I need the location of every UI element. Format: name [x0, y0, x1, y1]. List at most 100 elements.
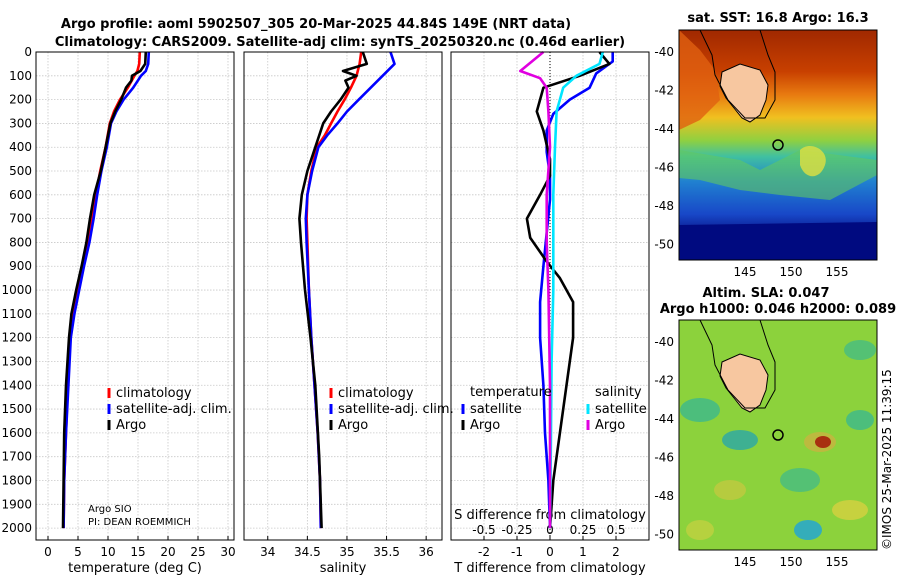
y-tick-label: 1800: [1, 473, 32, 487]
map-x-tick-label: 155: [826, 265, 849, 279]
sla-map-frame: [678, 319, 878, 551]
y-tick-label: 600: [9, 188, 32, 202]
series-argo: [61, 51, 148, 529]
float-owner: Argo SIO: [88, 504, 132, 515]
y-tick-label: 300: [9, 116, 32, 130]
y-tick-label: 900: [9, 259, 32, 273]
x-tick-label: 34.5: [294, 545, 321, 559]
x-tick-label: 30: [220, 545, 235, 559]
sst-map: [678, 29, 878, 261]
legend-argo-label: Argo: [116, 418, 146, 433]
imos-timestamp: ©IMOS 25-Mar-2025 11:39:15: [880, 369, 894, 550]
map-y-tick-label: -50: [654, 528, 674, 542]
map-y-tick-label: -48: [654, 489, 674, 503]
plot-frame: [450, 51, 650, 541]
map-y-tick-label: -42: [654, 374, 674, 388]
y-tick-label: 1400: [1, 378, 32, 392]
legend-s-satellite-label: satellite: [595, 402, 647, 417]
x-tick-label: -2: [478, 545, 490, 559]
series-t-argo: [525, 51, 611, 529]
series-t-satellite: [538, 52, 615, 529]
sla-map: [678, 319, 878, 551]
legend-salinity: climatology satellite-adj. clim. Argo: [329, 386, 454, 433]
x-tick-label: 5: [74, 545, 82, 559]
y-tick-label: 1500: [1, 402, 32, 416]
y-tick-label: 800: [9, 235, 32, 249]
x-axis-label: salinity: [320, 561, 367, 576]
y-tick-label: 700: [9, 212, 32, 226]
x-tick-label: 35: [339, 545, 354, 559]
map-y-tick-label: -46: [654, 161, 674, 175]
y-tick-label: 0: [24, 45, 32, 59]
difference-panel: -2 -1 0 1 2S difference from climatology-0.5…: [450, 50, 650, 576]
y-tick-label: 1200: [1, 331, 32, 345]
map-x-tick-label: 145: [734, 265, 757, 279]
legend-s-argo-label: Argo: [595, 418, 625, 433]
x-tick-label: 15: [130, 545, 145, 559]
legend-climatology-label: climatology: [338, 386, 414, 401]
x-tick-label: 20: [160, 545, 175, 559]
legend-difference: temperature salinity satellite Argo sate…: [461, 385, 647, 433]
sla-map-title-2: Argo h1000: 0.046 h2000: 0.089: [660, 302, 896, 317]
x-tick-label: 34: [260, 545, 275, 559]
y-tick-label: 1300: [1, 354, 32, 368]
y-tick-label: 1000: [1, 283, 32, 297]
legend-satellite-label: satellite-adj. clim.: [338, 402, 454, 417]
plot-frame: [243, 51, 443, 541]
y-tick-label: 1100: [1, 307, 32, 321]
legend-t-satellite-label: satellite: [470, 402, 522, 417]
map-x-tick-label: 150: [780, 265, 803, 279]
argo-location-marker: [772, 139, 784, 151]
legend-argo-label: Argo: [338, 418, 368, 433]
y-tick-label: 500: [9, 164, 32, 178]
map-y-tick-label: -50: [654, 238, 674, 252]
y-tick-label: 1600: [1, 426, 32, 440]
plot-frame: [35, 51, 235, 541]
legend-t-argo-label: Argo: [470, 418, 500, 433]
s-tick-label: 0.5: [606, 523, 625, 537]
y-tick-label: 100: [9, 69, 32, 83]
y-tick-label: 2000: [1, 521, 32, 535]
series-s-argo: [518, 50, 552, 529]
bathymetry-contour: [699, 319, 776, 409]
legend-temperature: climatology satellite-adj. clim. Argo: [107, 386, 232, 433]
series-s-satellite: [548, 51, 605, 529]
x-tick-label: 10: [100, 545, 115, 559]
series-argo: [298, 51, 369, 529]
map-y-tick-label: -44: [654, 412, 674, 426]
x-tick-label: 25: [190, 545, 205, 559]
map-x-tick-label: 150: [780, 555, 803, 569]
s-tick-label: -0.5: [472, 523, 495, 537]
x-tick-label: 0: [546, 545, 554, 559]
map-y-tick-label: -40: [654, 45, 674, 59]
map-y-tick-label: -40: [654, 335, 674, 349]
x-axis-label: T difference from climatology: [453, 561, 646, 576]
legend-salinity-heading: salinity: [595, 385, 642, 400]
y-tick-label: 400: [9, 140, 32, 154]
x-tick-label: -1: [511, 545, 523, 559]
s-tick-label: 0.25: [570, 523, 597, 537]
x-tick-label: 1: [579, 545, 587, 559]
legend-temperature-heading: temperature: [470, 385, 552, 400]
map-x-tick-label: 155: [826, 555, 849, 569]
figure-title-line2: Climatology: CARS2009. Satellite-adj cli…: [55, 35, 625, 50]
s-tick-label: -0.25: [501, 523, 532, 537]
y-tick-label: 200: [9, 93, 32, 107]
y-tick-label: 1900: [1, 497, 32, 511]
salinity-panel: 34 34.5 35 35.5 36 salinity: [243, 51, 443, 576]
sst-map-title: sat. SST: 16.8 Argo: 16.3: [687, 11, 868, 26]
pi-name: PI: DEAN ROEMMICH: [88, 517, 191, 528]
legend-satellite-label: satellite-adj. clim.: [116, 402, 232, 417]
map-y-tick-label: -44: [654, 122, 674, 136]
sst-map-frame: [678, 29, 878, 261]
s-tick-label: 0: [546, 523, 554, 537]
x-tick-label: 36: [419, 545, 434, 559]
sla-map-title-1: Altim. SLA: 0.047: [703, 286, 830, 301]
map-y-tick-label: -42: [654, 84, 674, 98]
plot-area: [36, 52, 234, 540]
y-tick-label: 1700: [1, 450, 32, 464]
x-axis-label: temperature (deg C): [68, 561, 202, 576]
x-tick-label: 35.5: [373, 545, 400, 559]
bathymetry-contour: [699, 29, 776, 119]
